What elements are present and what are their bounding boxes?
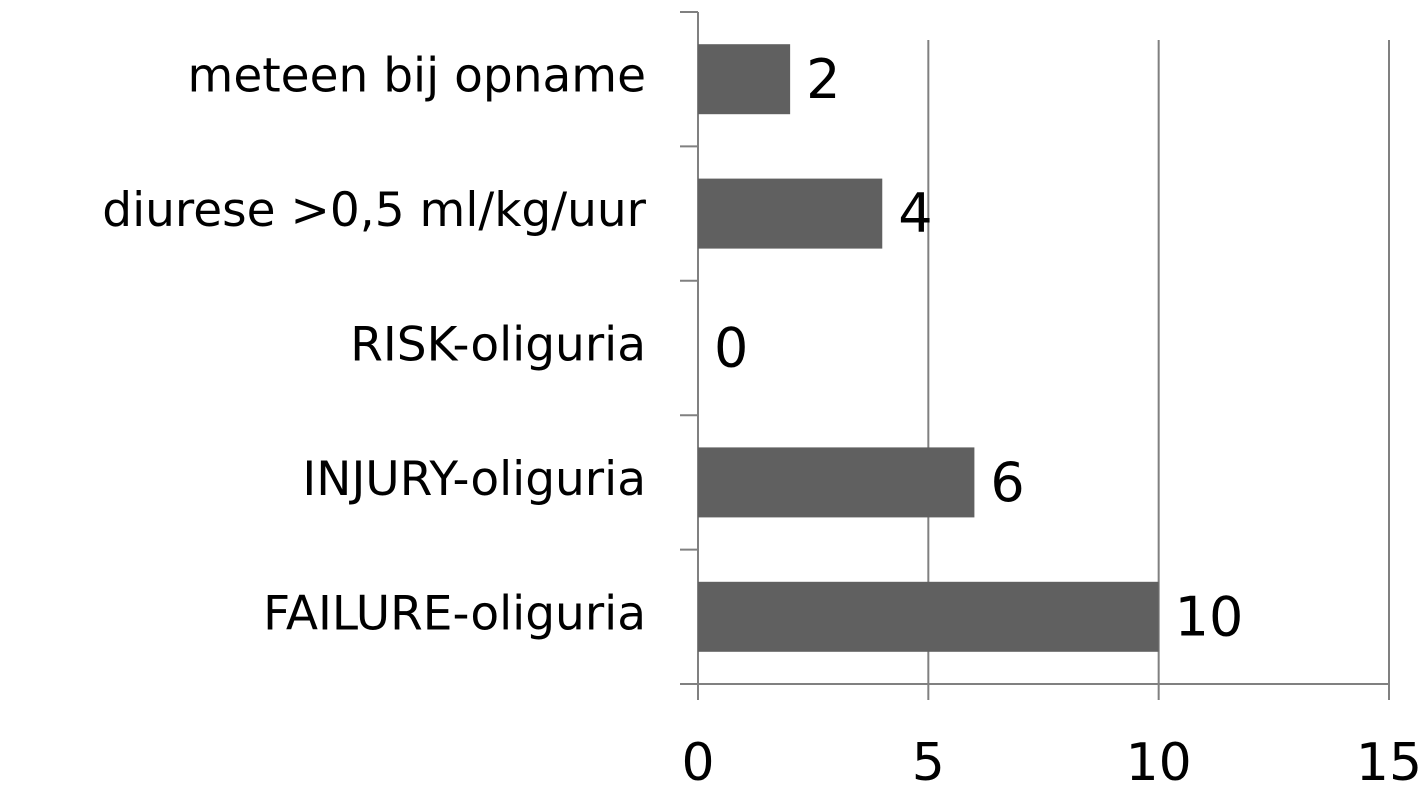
x-tick-label: 15 — [1356, 733, 1422, 793]
y-tick-label: diurese >0,5 ml/kg/uur — [102, 183, 646, 238]
data-label: 6 — [990, 451, 1024, 514]
x-tick-label: 0 — [681, 733, 714, 793]
data-label: 10 — [1175, 585, 1244, 648]
y-tick-label: FAILURE-oliguria — [263, 586, 646, 641]
bar — [698, 178, 883, 249]
data-label: 2 — [806, 48, 840, 111]
y-tick-label: meteen bij opname — [188, 49, 646, 104]
data-label: 0 — [714, 317, 748, 380]
y-tick-label: INJURY-oliguria — [302, 452, 646, 507]
x-tick-label: 5 — [912, 733, 945, 793]
x-tick-label: 10 — [1126, 733, 1192, 793]
bar — [698, 447, 975, 518]
bar — [698, 581, 1159, 652]
data-label: 4 — [898, 182, 932, 245]
y-tick-label: RISK-oliguria — [350, 318, 646, 373]
bar — [698, 44, 791, 115]
